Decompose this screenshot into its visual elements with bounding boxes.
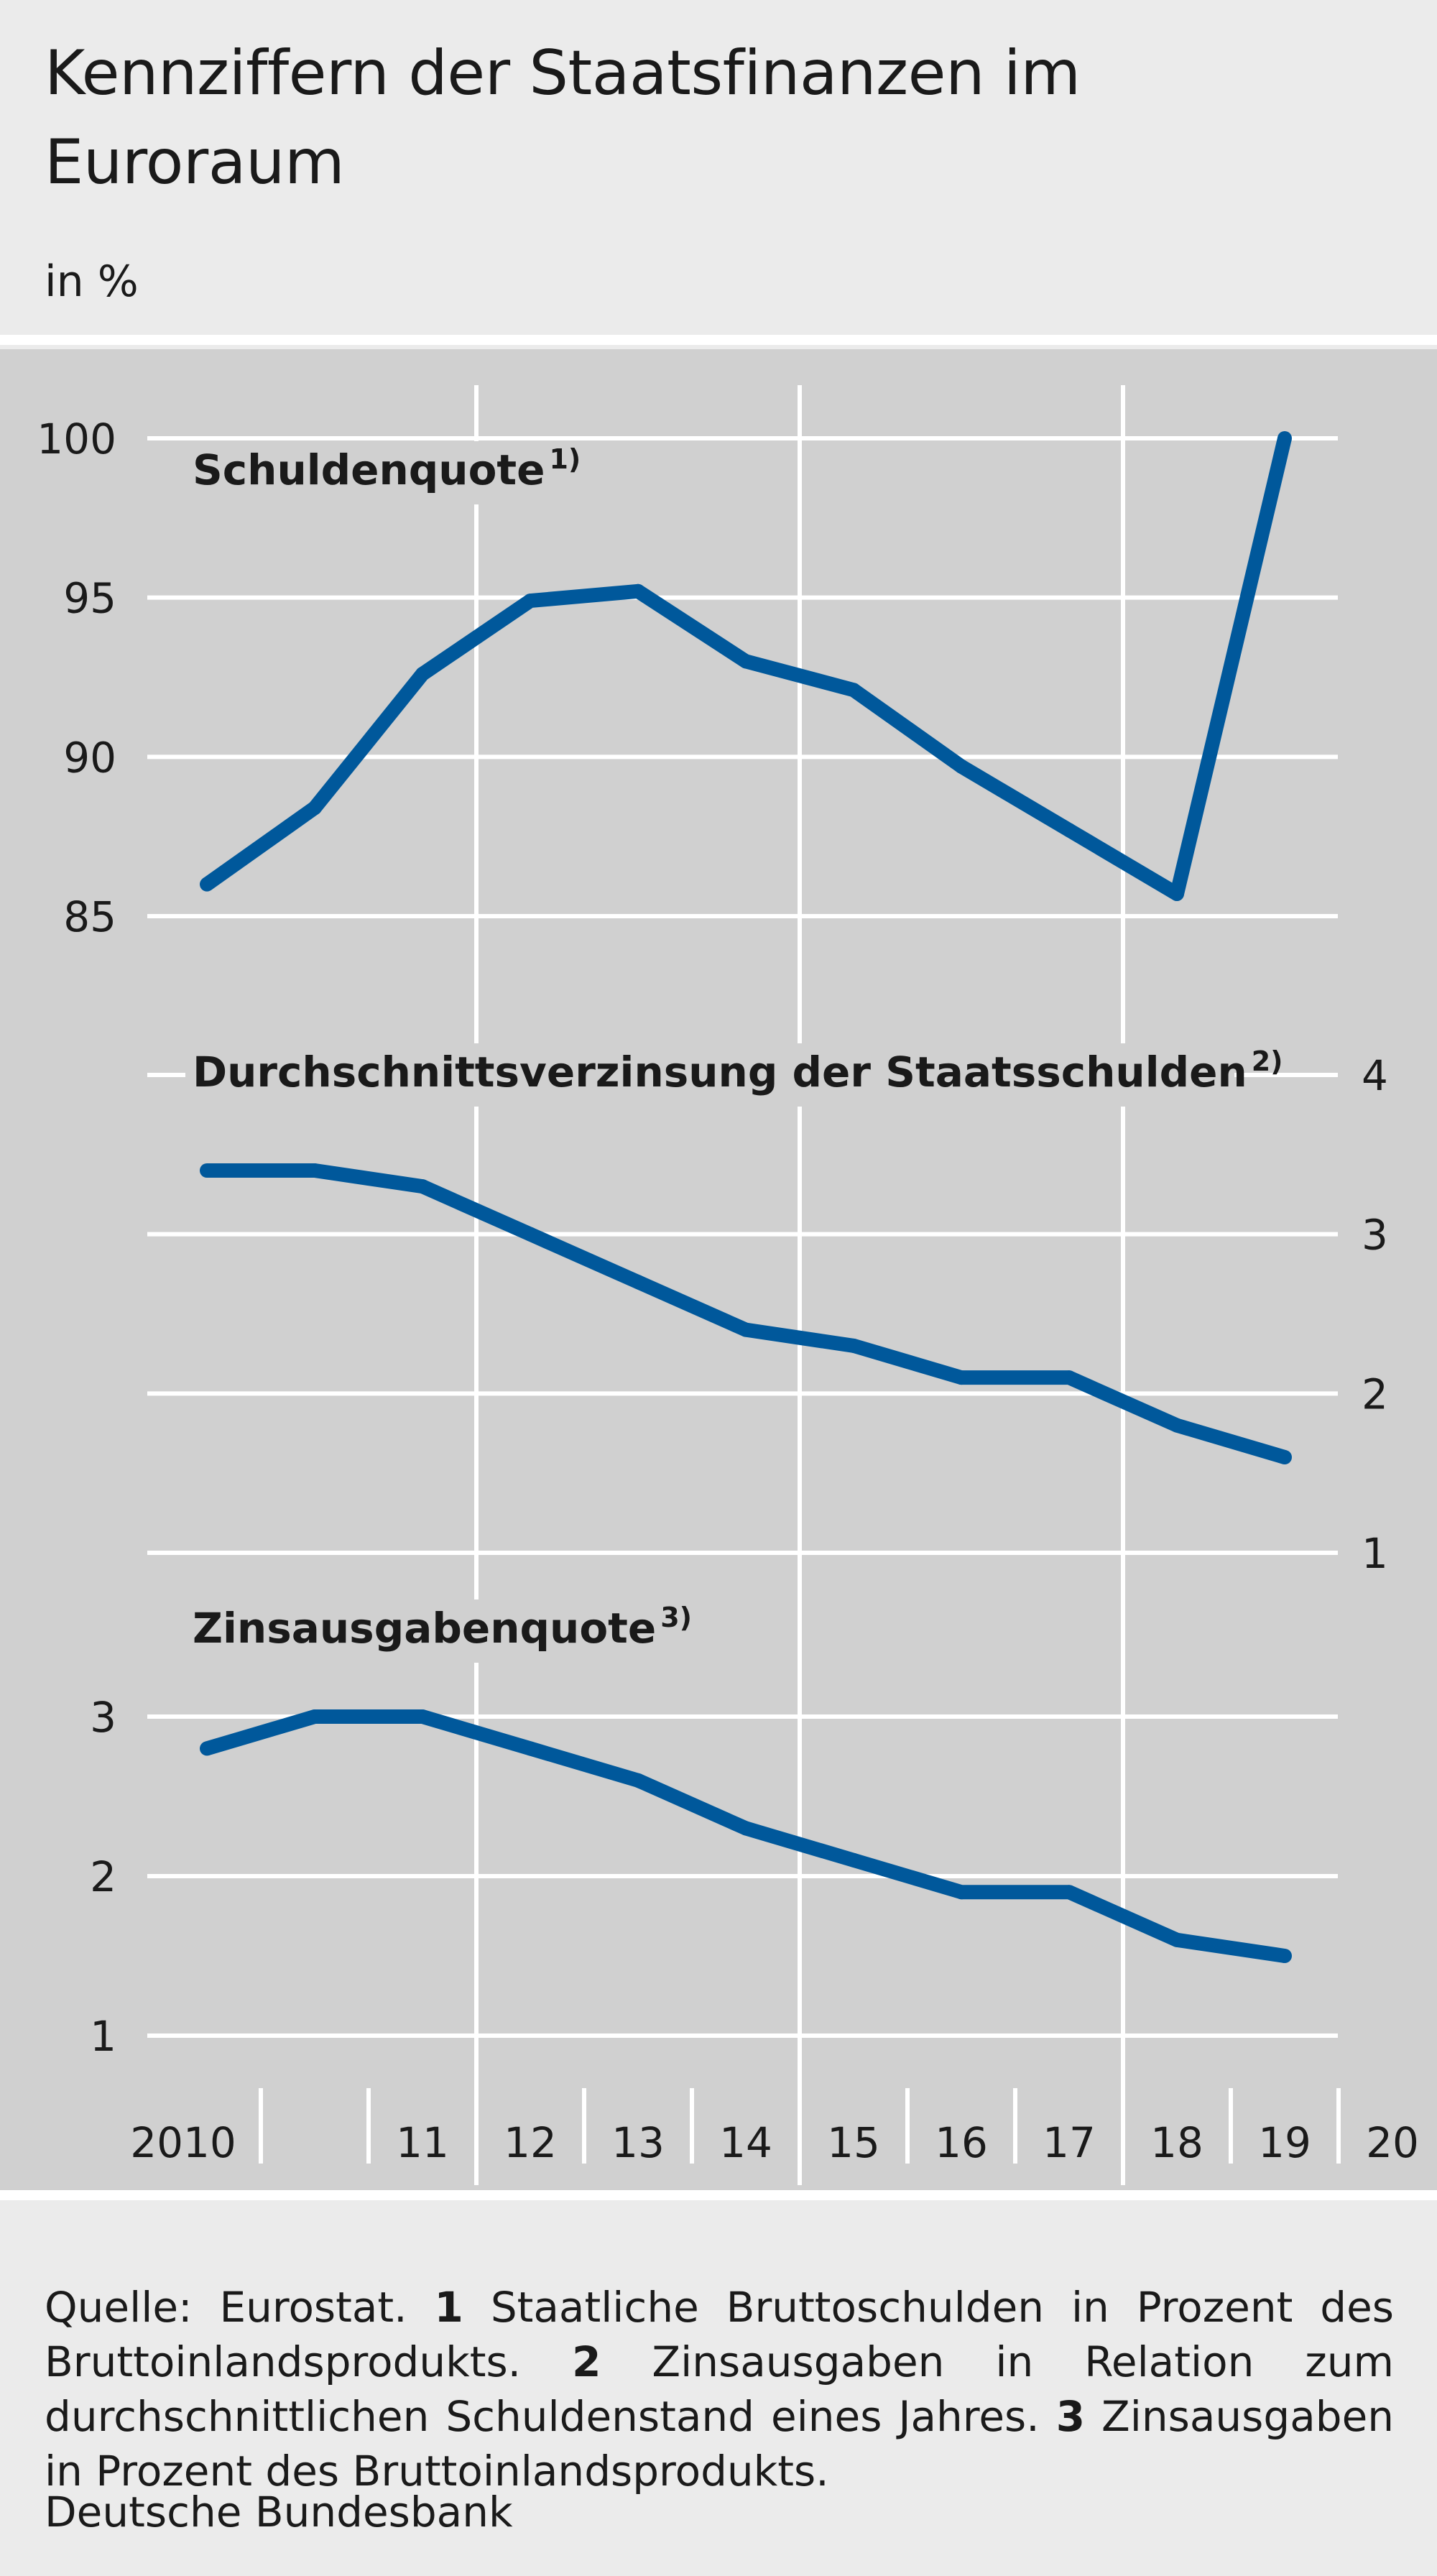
x-tick-label: 19 [1258,2118,1311,2167]
panel-label-background [185,1043,1234,1107]
y-tick-label: 1 [1362,1529,1388,1578]
data-point [846,1338,861,1353]
data-point [308,1163,322,1178]
data-point [1277,1949,1292,1963]
y-tick-label: 4 [1362,1051,1388,1100]
data-point [200,877,214,892]
footnote-2: Zinsausgaben in Relation zum durchschnit… [45,2337,1394,2441]
top-divider [0,335,1437,345]
x-tick-label: 2010 [130,2118,236,2167]
y-tick-label: 85 [63,892,116,941]
data-point [739,1821,753,1836]
data-point [523,1741,537,1756]
x-tick-label: 11 [396,2118,449,2167]
data-point [954,759,969,774]
data-point [200,1741,214,1756]
y-tick-label: 95 [63,574,116,623]
data-point [415,667,430,682]
x-tick-label: 12 [504,2118,557,2167]
data-point [415,1179,430,1194]
y-tick-label: 1 [90,2012,116,2061]
footnote-number-3: 3 [1055,2392,1086,2441]
data-point [308,800,322,816]
chart-title: Kennziffern der Staatsfinanzen im Eurora… [45,37,1081,198]
y-tick-label: 100 [37,415,116,463]
footnote-number-1: 1 [434,2283,463,2332]
data-point [1062,823,1076,838]
source-credit: Deutsche Bundesbank [45,2488,513,2536]
data-point [739,1322,753,1337]
y-tick-label: 2 [90,1852,116,1901]
data-point [631,583,645,599]
panel-title: Durchschnittsverzinsung der Staatsschuld… [193,1045,1283,1097]
data-point [1170,1932,1184,1947]
data-point [1277,431,1292,446]
x-tick-label: 14 [719,2118,772,2167]
data-point [1277,1450,1292,1464]
unit-label: in % [45,257,139,307]
data-point [739,654,753,669]
x-tick-label: 18 [1150,2118,1203,2167]
panel-label-background [185,441,609,504]
data-point [523,594,537,609]
panel-title: Schuldenquote 1) [193,443,581,494]
footnote-3: Zinsausgaben in Prozent des Bruttoinland… [45,2392,1395,2496]
x-tick-label: 13 [611,2118,665,2167]
plot-background [0,349,1437,2190]
data-point [631,1275,645,1290]
y-tick-label: 3 [90,1693,116,1742]
data-point [200,1163,214,1178]
x-tick-label: 17 [1043,2118,1096,2167]
x-tick-label: 16 [935,2118,988,2167]
footnote-number-2: 2 [572,2337,601,2386]
panel-label-background [185,1599,681,1663]
data-point [846,1852,861,1868]
data-point [523,1227,537,1242]
y-tick-label: 90 [63,733,116,782]
panel-title: Zinsausgabenquote 3) [193,1602,692,1653]
data-point [954,1885,969,1900]
data-point [846,683,861,698]
y-tick-label: 2 [1362,1370,1388,1418]
footnote-source: Quelle: Eurostat. [45,2283,407,2332]
data-point [1062,1885,1076,1900]
data-point [308,1709,322,1724]
data-point [631,1773,645,1788]
data-point [1170,1418,1184,1433]
data-point [954,1370,969,1385]
footnote-1: Staatliche Bruttoschulden in Prozent des… [45,2283,1395,2386]
footnotes: Quelle: Eurostat. 1 Staatliche Bruttosch… [45,2280,1394,2498]
y-tick-label: 3 [1362,1211,1388,1260]
data-point [415,1709,430,1724]
data-point [1062,1370,1076,1385]
x-tick-label: 15 [827,2118,880,2167]
bottom-divider [0,2190,1437,2200]
x-tick-label: 20 [1366,2118,1419,2167]
data-point [1170,886,1184,901]
